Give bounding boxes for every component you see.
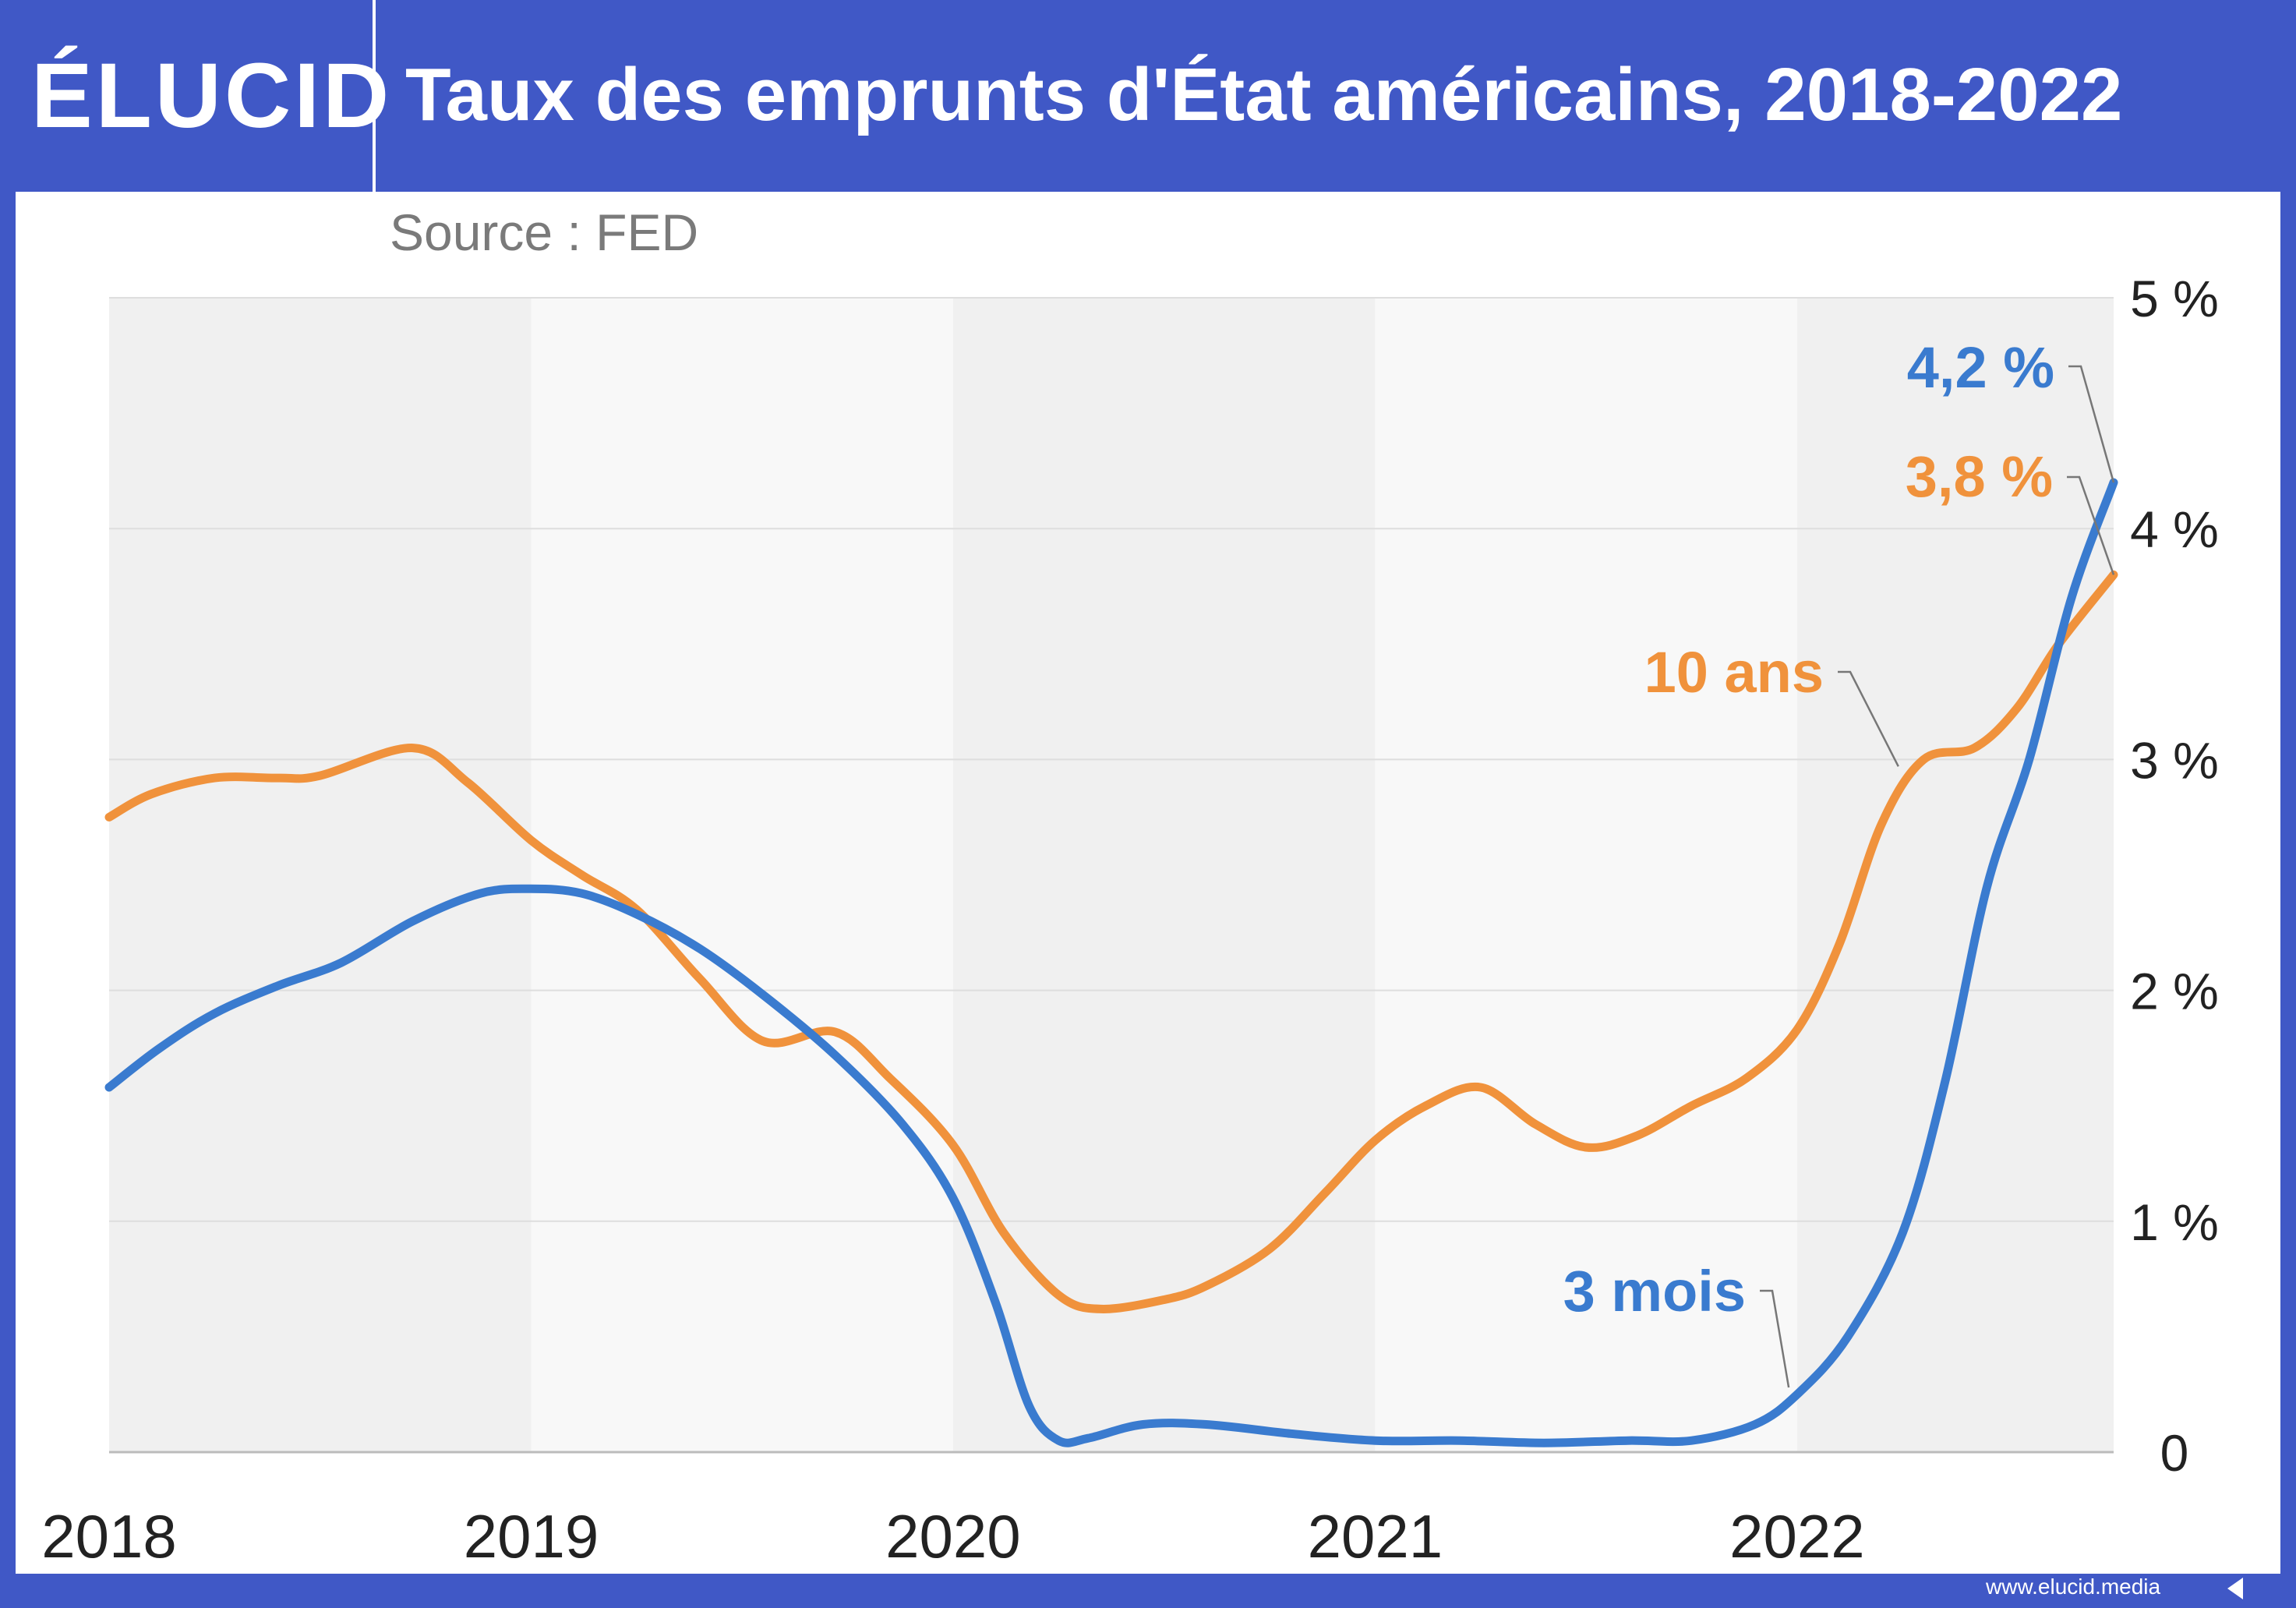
x-tick-label: 2020 — [885, 1502, 1021, 1571]
y-tick-label: 1 % — [2130, 1193, 2219, 1251]
year-band-2019 — [531, 298, 953, 1452]
annotation-leader — [2067, 475, 2115, 575]
series-line-ten-year — [104, 570, 2118, 1313]
annotation-label: 10 ans — [1644, 640, 1824, 705]
y-tick-label: 2 % — [2130, 963, 2219, 1020]
x-tick-label: 2022 — [1729, 1502, 1865, 1571]
year-band-2021 — [1375, 298, 1797, 1452]
elucid-logo: ÉLUCID — [31, 44, 393, 147]
header-divider — [373, 0, 376, 192]
year-band-2020 — [952, 298, 1376, 1452]
annotation-label: 3,8 % — [1906, 444, 2053, 509]
annotation-label: 4,2 % — [1907, 335, 2054, 400]
y-tick-label: 5 % — [2130, 270, 2219, 327]
year-band-2018 — [109, 298, 532, 1452]
x-tick-label: 2018 — [41, 1502, 177, 1571]
x-tick-label: 2019 — [464, 1502, 599, 1571]
y-tick-label: 4 % — [2130, 500, 2219, 558]
footer-url[interactable]: www.elucid.media — [1986, 1574, 2161, 1599]
annotation-label: 3 mois — [1563, 1259, 1746, 1324]
annotation-leader — [2068, 365, 2115, 483]
header-bar: ÉLUCID Taux des emprunts d'État américai… — [0, 0, 2296, 192]
series-line-three-month — [104, 478, 2118, 1447]
chart-source: Source : FED — [390, 203, 699, 261]
footer-arrow-icon — [2227, 1578, 2243, 1599]
year-band-2022 — [1796, 298, 2114, 1452]
y-tick-label: 0 — [2160, 1424, 2189, 1482]
x-tick-label: 2021 — [1308, 1502, 1443, 1571]
chart-title: Taux des emprunts d'État américains, 201… — [405, 53, 2123, 136]
y-tick-label: 3 % — [2130, 731, 2219, 789]
annotation-leader — [1760, 1289, 1790, 1388]
annotation-leader — [1838, 670, 1899, 767]
